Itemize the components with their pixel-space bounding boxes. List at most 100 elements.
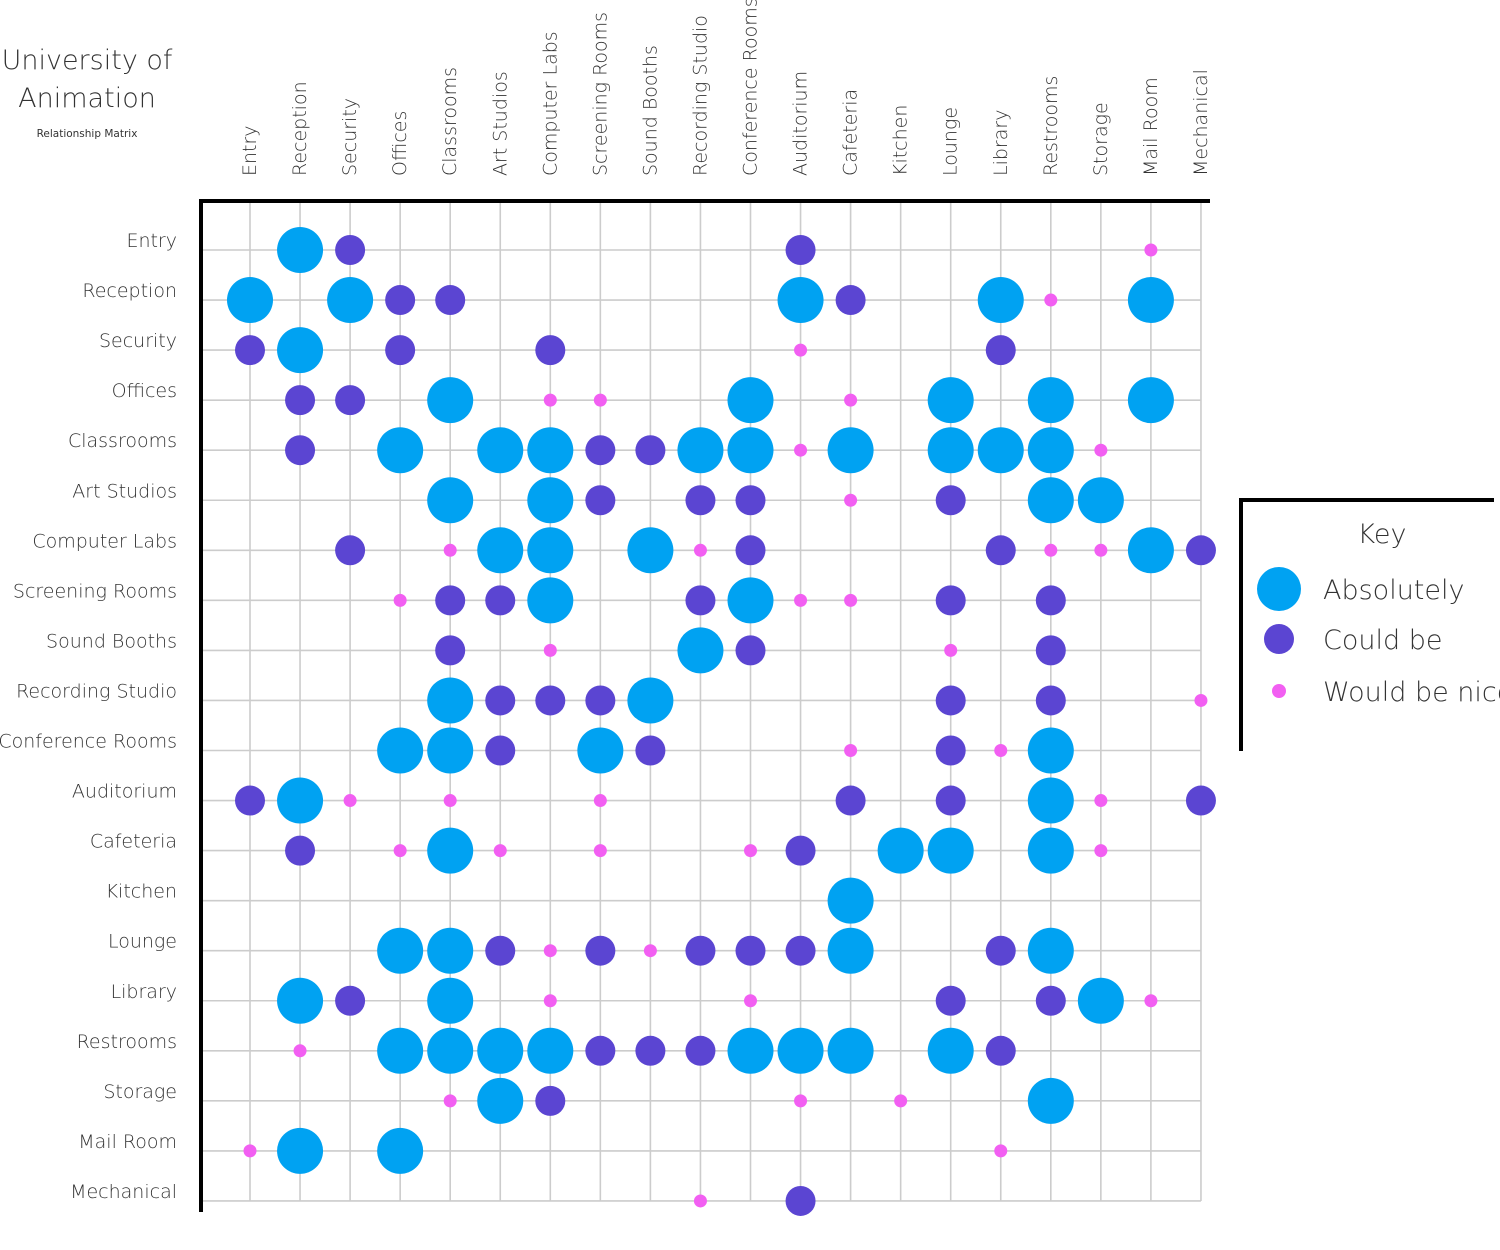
column-label-mechanical: Mechanical [1190,69,1212,176]
dot-could-be [635,735,666,766]
dot-would-be-nice [243,1144,257,1158]
key-absolutely-dot [1257,567,1301,611]
dot-could-be [785,835,816,866]
dot-could-be [285,435,316,466]
dot-absolutely [777,277,824,324]
dot-could-be [735,535,766,566]
dot-absolutely [477,1027,524,1074]
dot-could-be [1035,635,1066,666]
dot-would-be-nice [1094,543,1108,557]
dot-would-be-nice [493,844,507,858]
dot-could-be [785,935,816,966]
dot-could-be [435,635,466,666]
dot-absolutely [477,427,524,474]
dot-absolutely [827,427,874,474]
dot-absolutely [1127,277,1174,324]
dot-absolutely [877,827,924,874]
dot-would-be-nice [894,1094,908,1108]
column-label-lounge: Lounge [940,107,962,176]
dot-absolutely [727,577,774,624]
column-labels: Entry Reception Security Offices Classrooms A… [239,0,1212,176]
row-label-entry: Entry [126,230,177,252]
column-label-screening-rooms: Screening Rooms [589,12,611,176]
key-would-be-nice-dot [1272,684,1286,698]
dot-could-be [335,985,366,1016]
row-label-library: Library [111,981,177,1003]
dot-absolutely [277,977,324,1024]
dot-could-be [685,935,716,966]
dot-absolutely [1127,377,1174,424]
key-could-be-label: Could be [1323,625,1442,656]
dot-could-be [1035,985,1066,1016]
dot-could-be [1185,535,1216,566]
dot-would-be-nice [994,1144,1008,1158]
subtitle: Relationship Matrix [37,128,138,140]
column-label-sound-booths: Sound Booths [639,45,661,176]
dot-would-be-nice [1044,543,1058,557]
dot-absolutely [727,427,774,474]
dot-could-be [385,335,416,366]
dot-could-be [685,585,716,616]
column-label-art-studios: Art Studios [489,71,511,176]
column-label-restrooms: Restrooms [1040,76,1062,176]
dot-could-be [935,985,966,1016]
dot-absolutely [677,627,724,674]
dot-would-be-nice [543,643,557,657]
dot-would-be-nice [543,994,557,1008]
column-label-mail-room: Mail Room [1140,77,1162,176]
dot-could-be [585,685,616,716]
dot-would-be-nice [744,844,757,858]
dot-would-be-nice [543,393,557,407]
row-label-reception: Reception [82,280,177,302]
dot-absolutely [1027,727,1074,774]
dot-would-be-nice [844,744,858,757]
dot-absolutely [1027,1077,1074,1124]
dot-could-be [785,235,816,265]
row-label-classrooms: Classrooms [68,430,177,452]
dot-could-be [585,435,616,466]
row-label-storage: Storage [103,1081,177,1103]
dot-absolutely [477,527,524,574]
dot-absolutely [927,377,974,424]
dot-could-be [285,835,316,866]
column-label-recording-studio: Recording Studio [689,15,711,176]
title-line-2: Animation [18,83,156,114]
dot-absolutely [527,527,574,574]
dot-could-be [635,435,666,466]
dot-absolutely [277,227,324,273]
column-label-computer-labs: Computer Labs [539,31,561,176]
key-could-be-dot [1264,624,1294,654]
dot-would-be-nice [693,543,707,557]
row-label-lounge: Lounge [108,931,177,953]
dot-absolutely [527,577,574,624]
dot-would-be-nice [443,543,457,557]
column-label-library: Library [990,110,1012,176]
dot-absolutely [827,927,874,974]
dot-would-be-nice [1144,243,1158,257]
row-label-sound-booths: Sound Booths [46,630,177,652]
dot-absolutely [227,277,273,324]
dot-would-be-nice [744,994,757,1008]
dot-could-be [685,1035,716,1066]
dot-would-be-nice [844,493,858,507]
dot-could-be [1035,685,1066,716]
key-title: Key [1358,519,1407,550]
dot-absolutely [277,327,324,374]
row-label-restrooms: Restrooms [77,1031,177,1053]
dot-absolutely [427,377,474,424]
dot-could-be [435,585,466,616]
dot-could-be [685,485,716,516]
dot-absolutely [827,877,874,924]
dot-would-be-nice [994,744,1008,757]
dot-absolutely [427,977,474,1024]
dot-absolutely [727,1027,774,1074]
dot-could-be [485,585,516,616]
dot-absolutely [1077,977,1124,1024]
dot-could-be [935,735,966,766]
dot-could-be [585,935,616,966]
dot-could-be [585,1035,616,1066]
dot-would-be-nice [844,593,858,607]
column-label-security: Security [339,98,361,176]
column-label-kitchen: Kitchen [890,105,912,176]
dot-absolutely [677,427,724,474]
